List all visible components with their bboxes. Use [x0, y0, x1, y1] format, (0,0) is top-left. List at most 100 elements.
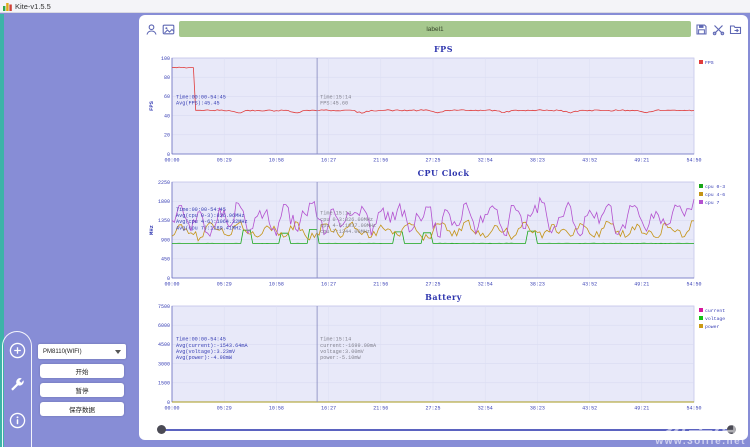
user-icon[interactable] [145, 23, 158, 36]
svg-text:2250: 2250 [158, 180, 170, 186]
device-select-value: PM8110(WIFI) [43, 348, 82, 355]
main-panel: label1 FPS 0 20 40 60 80 100 00:00 05:29 10:58 16… [139, 15, 748, 440]
label-field[interactable]: label1 [179, 21, 691, 37]
svg-text:cpu 4-6:1037.00MHz: cpu 4-6:1037.00MHz [320, 223, 376, 229]
svg-text:Avg(FPS):45.45: Avg(FPS):45.45 [176, 101, 220, 107]
svg-text:450: 450 [161, 257, 170, 263]
svg-text:40: 40 [164, 113, 170, 119]
export-icon[interactable] [729, 23, 742, 36]
save-icon[interactable] [695, 23, 708, 36]
pause-button-label: 暂停 [75, 388, 89, 395]
chevron-down-icon [115, 349, 121, 354]
svg-text:32:54: 32:54 [478, 282, 493, 288]
charts-area: FPS 0 20 40 60 80 100 00:00 05:29 10:58 16:27 21:5… [146, 44, 741, 416]
svg-text:Avg(cpu 7):1189.41MHz: Avg(cpu 7):1189.41MHz [176, 225, 241, 231]
svg-text:1350: 1350 [158, 218, 170, 224]
save-data-button-label: 保存数据 [69, 407, 95, 414]
svg-text:power:-5.10mW: power:-5.10mW [320, 355, 361, 361]
svg-text:10:58: 10:58 [269, 282, 284, 288]
svg-text:38:23: 38:23 [530, 282, 545, 288]
svg-text:38:23: 38:23 [530, 406, 545, 412]
app-icon [3, 2, 12, 11]
svg-text:54:50: 54:50 [686, 158, 701, 164]
svg-text:16:27: 16:27 [321, 158, 336, 164]
svg-text:power: power [705, 325, 720, 330]
svg-text:Time:00:00-54:45: Time:00:00-54:45 [176, 207, 226, 213]
battery-chart[interactable]: 0 1500 3000 4500 6000 7500 00:00 05:29 10:58 16:2… [146, 303, 740, 414]
svg-text:current:-1699.00mA: current:-1699.00mA [320, 343, 377, 349]
svg-text:FPS: FPS [705, 60, 714, 66]
svg-text:cpu 7:1344.00MHz: cpu 7:1344.00MHz [320, 229, 370, 235]
svg-text:27:25: 27:25 [425, 282, 440, 288]
add-circle-icon[interactable] [9, 342, 26, 359]
svg-text:49:21: 49:21 [634, 282, 649, 288]
svg-text:0: 0 [167, 400, 170, 406]
svg-text:Time:15:14: Time:15:14 [320, 94, 351, 100]
svg-text:Time:15:14: Time:15:14 [320, 211, 351, 217]
svg-text:3000: 3000 [158, 361, 170, 367]
svg-text:1800: 1800 [158, 199, 170, 205]
svg-text:00:00: 00:00 [164, 158, 179, 164]
cpu-clock-chart-block: CPU Clock 0 450 900 1350 1800 2250 00:00 05:29 1… [146, 168, 741, 292]
svg-text:FPS:45.60: FPS:45.60 [320, 101, 348, 107]
svg-text:cpu 4-6: cpu 4-6 [705, 192, 725, 198]
svg-text:16:27: 16:27 [321, 406, 336, 412]
svg-text:voltage: voltage [705, 316, 725, 322]
svg-text:10:58: 10:58 [269, 406, 284, 412]
wrench-icon[interactable] [9, 377, 26, 394]
sidebar-edge-strip [0, 14, 4, 447]
cpu-clock-chart[interactable]: 0 450 900 1350 1800 2250 00:00 05:29 10:58 16:27 2… [146, 179, 740, 290]
slider-handle-left[interactable] [157, 425, 166, 434]
svg-text:21:56: 21:56 [373, 406, 388, 412]
toolbar: label1 [145, 19, 742, 39]
svg-text:49:21: 49:21 [634, 406, 649, 412]
svg-text:00:00: 00:00 [164, 406, 179, 412]
svg-text:20: 20 [164, 133, 170, 139]
svg-text:21:56: 21:56 [373, 282, 388, 288]
label-field-text: label1 [426, 25, 444, 33]
start-button[interactable]: 开始 [40, 364, 124, 378]
device-select[interactable]: PM8110(WIFI) [38, 344, 126, 359]
svg-text:7500: 7500 [158, 304, 170, 310]
svg-text:49:21: 49:21 [634, 158, 649, 164]
pause-button[interactable]: 暂停 [40, 383, 124, 397]
scissors-icon[interactable] [712, 23, 725, 36]
start-button-label: 开始 [75, 369, 89, 376]
svg-text:80: 80 [164, 75, 170, 81]
icon-rail [2, 331, 32, 447]
svg-text:6000: 6000 [158, 323, 170, 329]
svg-text:Time:00:00-54:45: Time:00:00-54:45 [176, 94, 226, 100]
svg-text:54:50: 54:50 [686, 406, 701, 412]
svg-text:voltage:3.00mV: voltage:3.00mV [320, 349, 364, 355]
svg-text:cpu 7: cpu 7 [705, 200, 720, 206]
svg-text:0: 0 [167, 276, 170, 282]
svg-text:00:00: 00:00 [164, 282, 179, 288]
fps-chart-block: FPS 0 20 40 60 80 100 00:00 05:29 10:58 16:27 21:5… [146, 44, 741, 168]
slider-handle-right[interactable] [727, 425, 736, 434]
svg-text:1500: 1500 [158, 381, 170, 387]
svg-text:Avg(voltage):3.23mV: Avg(voltage):3.23mV [176, 349, 236, 355]
svg-text:38:23: 38:23 [530, 158, 545, 164]
screenshot-icon[interactable] [162, 23, 175, 36]
cpu-clock-chart-title: CPU Clock [417, 168, 470, 178]
svg-text:54:50: 54:50 [686, 282, 701, 288]
svg-text:900: 900 [161, 237, 170, 243]
svg-text:32:54: 32:54 [478, 406, 493, 412]
battery-chart-title: Battery [425, 292, 462, 302]
svg-text:Time:00:00-54:45: Time:00:00-54:45 [176, 337, 226, 343]
svg-text:cpu 0-3: cpu 0-3 [705, 184, 725, 190]
window-title: Kite-v1.5.5 [15, 1, 51, 11]
fps-chart[interactable]: 0 20 40 60 80 100 00:00 05:29 10:58 16:27 21:56 27:… [146, 55, 740, 166]
time-range-slider[interactable] [153, 422, 740, 438]
slider-track[interactable] [163, 429, 730, 431]
svg-text:43:52: 43:52 [582, 406, 597, 412]
svg-text:43:52: 43:52 [582, 158, 597, 164]
svg-text:FPS: FPS [148, 100, 155, 111]
svg-text:05:29: 05:29 [217, 282, 232, 288]
save-data-button[interactable]: 保存数据 [40, 402, 124, 416]
svg-text:4500: 4500 [158, 342, 170, 348]
control-panel: PM8110(WIFI) 开始 暂停 保存数据 [38, 344, 126, 416]
info-icon[interactable] [9, 412, 26, 429]
svg-text:Avg(power):-4.98mW: Avg(power):-4.98mW [176, 355, 233, 361]
svg-text:10:58: 10:58 [269, 158, 284, 164]
